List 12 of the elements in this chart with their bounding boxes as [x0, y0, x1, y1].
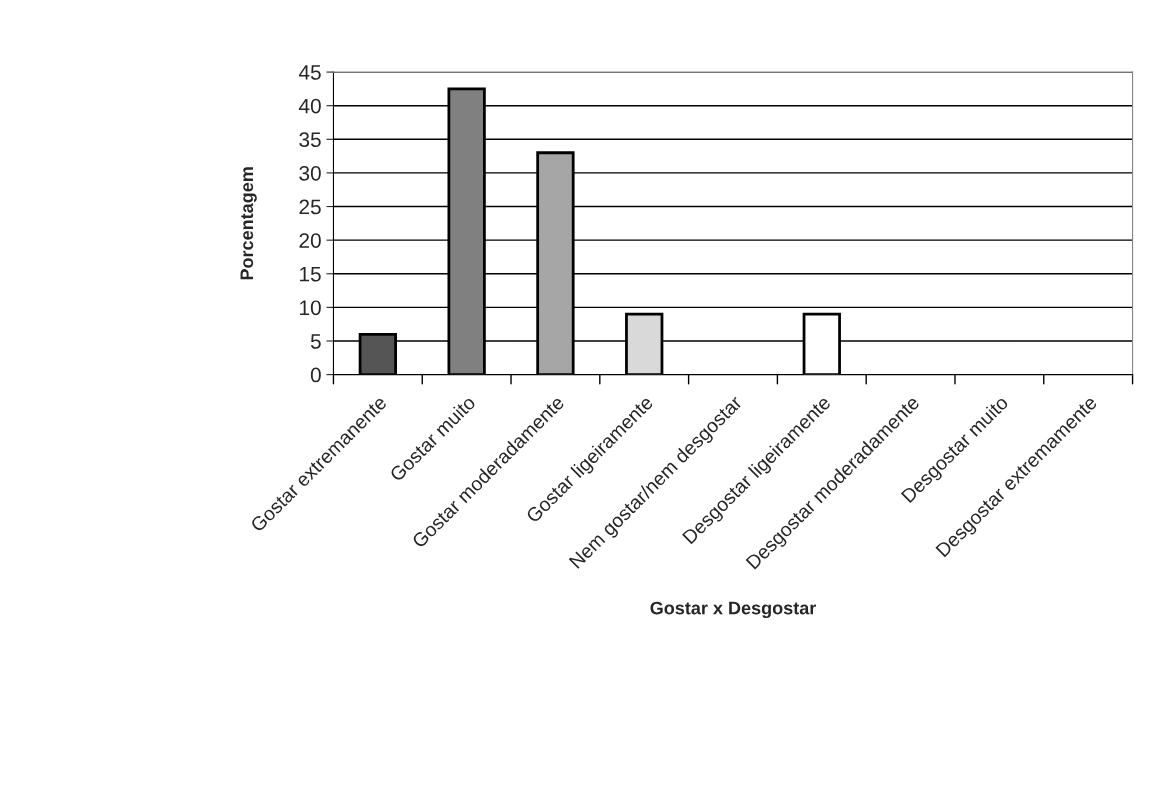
y-tick-label: 0	[310, 367, 321, 383]
y-tick-label: 35	[299, 132, 321, 148]
y-tick-label: 10	[300, 300, 321, 316]
x-axis-title: Gostar x Desgostar	[650, 601, 817, 619]
y-tick-label: 20	[299, 233, 321, 248]
y-tick-label: 40	[298, 98, 321, 114]
y-tick-label: 15	[300, 266, 321, 282]
y-tick-label: 25	[299, 199, 321, 215]
y-axis-title: Porcentagem	[240, 167, 257, 280]
y-tick-label: 45	[298, 65, 321, 80]
y-tick-label: 30	[299, 165, 321, 181]
y-tick-label: 5	[310, 334, 321, 349]
